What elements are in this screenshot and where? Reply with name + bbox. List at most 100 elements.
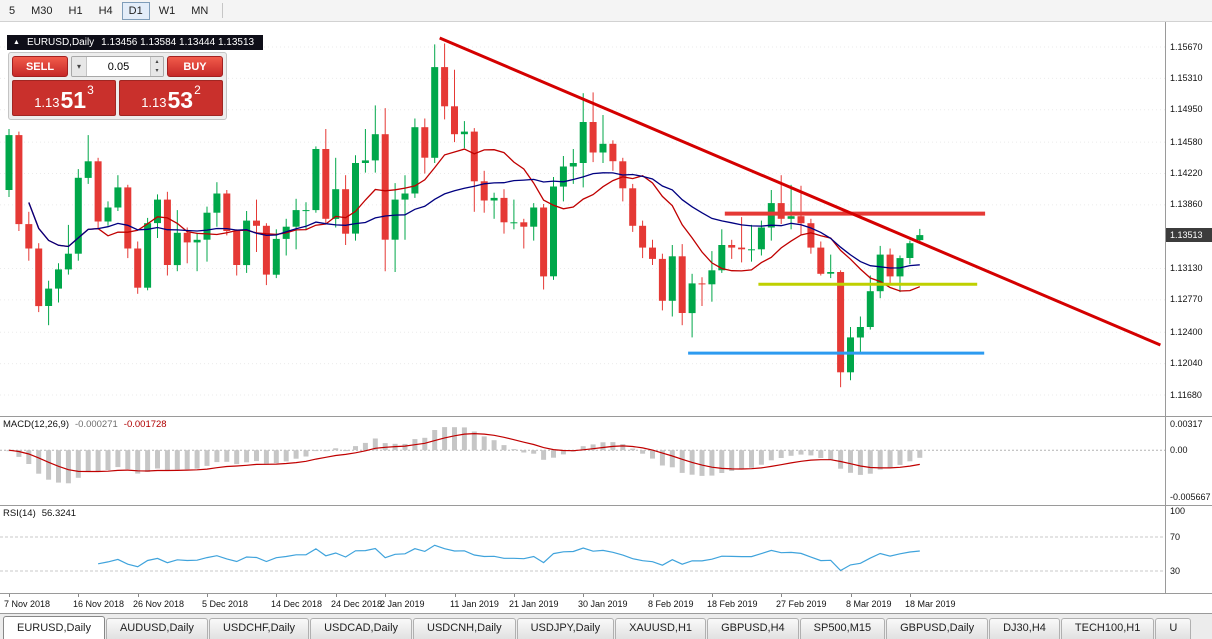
rsi-indicator-pane: 100 70 30 RSI(14) 56.3241 xyxy=(0,506,1212,594)
chart-tab-audusd-daily[interactable]: AUDUSD,Daily xyxy=(105,618,208,639)
rsi-label: RSI(14) 56.3241 xyxy=(3,508,76,519)
time-axis-tick xyxy=(9,594,10,597)
buy-price-big: 53 xyxy=(167,87,194,113)
timeframe-toolbar: 5 M30 H1 H4 D1 W1 MN xyxy=(0,0,1212,22)
price-axis-label: 1.12770 xyxy=(1170,294,1203,305)
buy-price-pip: 2 xyxy=(194,83,201,97)
date-label: 27 Feb 2019 xyxy=(776,599,827,609)
rsi-axis[interactable]: 100 70 30 xyxy=(1165,506,1212,593)
date-label: 16 Nov 2018 xyxy=(73,599,125,609)
date-label: 24 Dec 2018 xyxy=(331,599,383,609)
time-axis-tick xyxy=(910,594,911,597)
price-axis-label: 1.13130 xyxy=(1170,263,1203,273)
rsi-axis-label: 30 xyxy=(1170,565,1181,576)
rsi-chart[interactable] xyxy=(0,506,1165,593)
macd-axis[interactable]: 0.00317 0.00 -0.005667 xyxy=(1165,417,1212,505)
time-axis-tick xyxy=(138,594,139,597)
timeframe-h1-button[interactable]: H1 xyxy=(62,2,90,20)
date-label: 8 Mar 2019 xyxy=(846,599,892,609)
date-label: 18 Feb 2019 xyxy=(707,599,758,609)
time-axis-tick xyxy=(207,594,208,597)
price-axis-label: 1.15310 xyxy=(1170,72,1203,83)
chart-tab-usdcnh-daily[interactable]: USDCNH,Daily xyxy=(413,618,516,639)
chart-tab-gbpusd-daily[interactable]: GBPUSD,Daily xyxy=(886,618,989,639)
toolbar-separator xyxy=(222,3,224,18)
timeframe-d1-button[interactable]: D1 xyxy=(121,1,150,20)
macd-axis-label: 0.00317 xyxy=(1170,418,1203,429)
time-axis-tick xyxy=(851,594,852,597)
chart-tab-bar: EURUSD,Daily AUDUSD,Daily USDCHF,Daily USDC… xyxy=(0,614,1212,639)
volume-input[interactable] xyxy=(87,57,150,76)
chart-tab-usdcad-daily[interactable]: USDCAD,Daily xyxy=(310,618,413,639)
time-axis-tick xyxy=(78,594,79,597)
date-label: 26 Nov 2018 xyxy=(133,599,185,609)
chart-tab-usdjpy-daily[interactable]: USDJPY,Daily xyxy=(516,618,615,639)
buy-button[interactable]: BUY xyxy=(167,56,223,77)
price-axis-label: 1.14220 xyxy=(1170,168,1203,178)
macd-label: MACD(12,26,9) -0.000271 -0.001728 xyxy=(3,419,167,430)
macd-name: MACD(12,26,9) xyxy=(3,419,69,430)
price-axis[interactable]: 1.15670 1.15310 1.14950 1.14580 1.14220 1.138… xyxy=(1165,22,1212,416)
chart-tab-xauusd-h1[interactable]: XAUUSD,H1 xyxy=(615,618,707,639)
volume-spinner[interactable]: ▴ ▾ xyxy=(150,57,163,76)
candlestick-chart[interactable] xyxy=(0,22,1165,416)
time-axis-tick xyxy=(385,594,386,597)
timeframe-5-button[interactable]: 5 xyxy=(2,2,22,20)
timeframe-h4-button[interactable]: H4 xyxy=(92,2,120,20)
chart-tab-u[interactable]: U xyxy=(1155,618,1192,639)
time-axis-tick xyxy=(712,594,713,597)
price-axis-label: 1.13860 xyxy=(1170,199,1203,210)
current-price-badge: 1.13513 xyxy=(1166,228,1212,243)
chart-symbol-period: EURUSD,Daily xyxy=(26,37,95,48)
price-axis-label: 1.12040 xyxy=(1170,358,1203,369)
spinner-up-icon[interactable]: ▴ xyxy=(155,58,159,65)
price-axis-label: 1.14580 xyxy=(1170,136,1203,147)
volume-dropdown-icon[interactable]: ▾ xyxy=(72,57,87,76)
macd-axis-label: 0.00 xyxy=(1170,444,1188,455)
time-axis-tick xyxy=(781,594,782,597)
timeframe-mn-button[interactable]: MN xyxy=(184,2,215,20)
rsi-axis-label: 70 xyxy=(1170,531,1181,542)
chart-tab-gbpusd-h4[interactable]: GBPUSD,H4 xyxy=(707,618,799,639)
chart-tab-sp500-m15[interactable]: SP500,M15 xyxy=(799,618,886,639)
price-axis-label: 1.14950 xyxy=(1170,104,1203,115)
timeframe-m30-button[interactable]: M30 xyxy=(24,2,59,20)
chart-tab-tech100-h1[interactable]: TECH100,H1 xyxy=(1060,618,1155,639)
sell-price-big: 51 xyxy=(60,87,87,113)
date-label: 21 Jan 2019 xyxy=(509,599,559,609)
buy-price-display[interactable]: 1.13 53 2 xyxy=(119,80,223,116)
time-axis-tick xyxy=(336,594,337,597)
chart-symbol-icon: ▲ xyxy=(13,39,20,46)
time-axis-tick xyxy=(653,594,654,597)
date-label: 8 Feb 2019 xyxy=(648,599,694,609)
chart-tab-dj30-h4[interactable]: DJ30,H4 xyxy=(989,618,1060,639)
price-axis-label: 1.12400 xyxy=(1170,326,1203,337)
time-axis-tick xyxy=(276,594,277,597)
time-axis[interactable]: 7 Nov 2018 16 Nov 2018 26 Nov 2018 5 Dec 20… xyxy=(0,594,1212,614)
sell-button[interactable]: SELL xyxy=(12,56,68,77)
chart-tab-usdchf-daily[interactable]: USDCHF,Daily xyxy=(208,618,310,639)
macd-axis-label: -0.005667 xyxy=(1170,491,1211,502)
timeframe-w1-button[interactable]: W1 xyxy=(152,2,183,20)
chart-title-bar: ▲ EURUSD,Daily 1.13456 1.13584 1.13444 1… xyxy=(7,35,264,50)
time-axis-tick xyxy=(455,594,456,597)
rsi-axis-label: 100 xyxy=(1170,506,1186,516)
macd-main-value: -0.000271 xyxy=(75,419,118,430)
spinner-down-icon[interactable]: ▾ xyxy=(155,67,159,74)
buy-price-prefix: 1.13 xyxy=(141,95,167,110)
time-axis-tick xyxy=(583,594,584,597)
macd-chart[interactable] xyxy=(0,417,1165,505)
price-chart-pane: 1.15670 1.15310 1.14950 1.14580 1.14220 1.138… xyxy=(0,22,1212,417)
volume-control[interactable]: ▾ ▴▾ xyxy=(71,56,164,77)
date-label: 11 Jan 2019 xyxy=(450,599,499,609)
ohlc-values: 1.13456 1.13584 1.13444 1.13513 xyxy=(101,37,255,48)
sell-price-prefix: 1.13 xyxy=(34,95,60,110)
sell-price-pip: 3 xyxy=(87,83,94,97)
chart-tab-eurusd-daily[interactable]: EURUSD,Daily xyxy=(3,616,105,639)
date-label: 14 Dec 2018 xyxy=(271,599,323,609)
sell-price-display[interactable]: 1.13 51 3 xyxy=(12,80,116,116)
date-label: 5 Dec 2018 xyxy=(202,599,249,609)
price-axis-label: 1.15670 xyxy=(1170,41,1203,52)
